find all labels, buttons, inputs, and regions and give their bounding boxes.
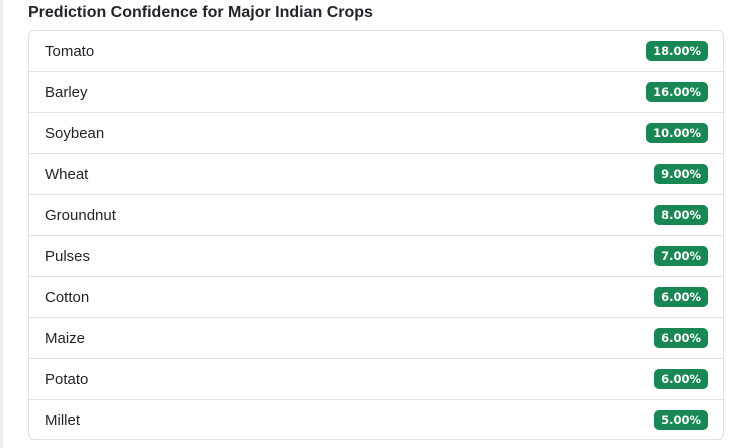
list-item: Wheat 9.00% [29,154,723,195]
list-item: Pulses 7.00% [29,236,723,277]
crop-name: Maize [45,330,85,347]
list-item: Potato 6.00% [29,359,723,400]
confidence-badge: 7.00% [654,246,708,266]
page-title: Prediction Confidence for Major Indian C… [28,3,373,23]
confidence-badge: 10.00% [646,123,708,143]
crop-name: Potato [45,371,88,388]
crop-name: Pulses [45,248,90,265]
list-item: Soybean 10.00% [29,113,723,154]
crop-confidence-list: Tomato 18.00% Barley 16.00% Soybean 10.0… [28,30,724,440]
list-item: Groundnut 8.00% [29,195,723,236]
confidence-badge: 16.00% [646,82,708,102]
crop-name: Groundnut [45,207,116,224]
crop-name: Wheat [45,166,88,183]
confidence-badge: 9.00% [654,164,708,184]
crop-name: Tomato [45,43,94,60]
confidence-badge: 18.00% [646,41,708,61]
list-item: Cotton 6.00% [29,277,723,318]
list-item: Maize 6.00% [29,318,723,359]
page-edge [0,0,3,448]
confidence-badge: 8.00% [654,205,708,225]
list-item: Barley 16.00% [29,72,723,113]
confidence-badge: 5.00% [654,410,708,430]
confidence-badge: 6.00% [654,328,708,348]
list-item: Tomato 18.00% [29,31,723,72]
crop-name: Soybean [45,125,104,142]
confidence-badge: 6.00% [654,369,708,389]
crop-name: Barley [45,84,88,101]
confidence-badge: 6.00% [654,287,708,307]
list-item: Millet 5.00% [29,400,723,440]
crop-name: Cotton [45,289,89,306]
crop-name: Millet [45,412,80,429]
